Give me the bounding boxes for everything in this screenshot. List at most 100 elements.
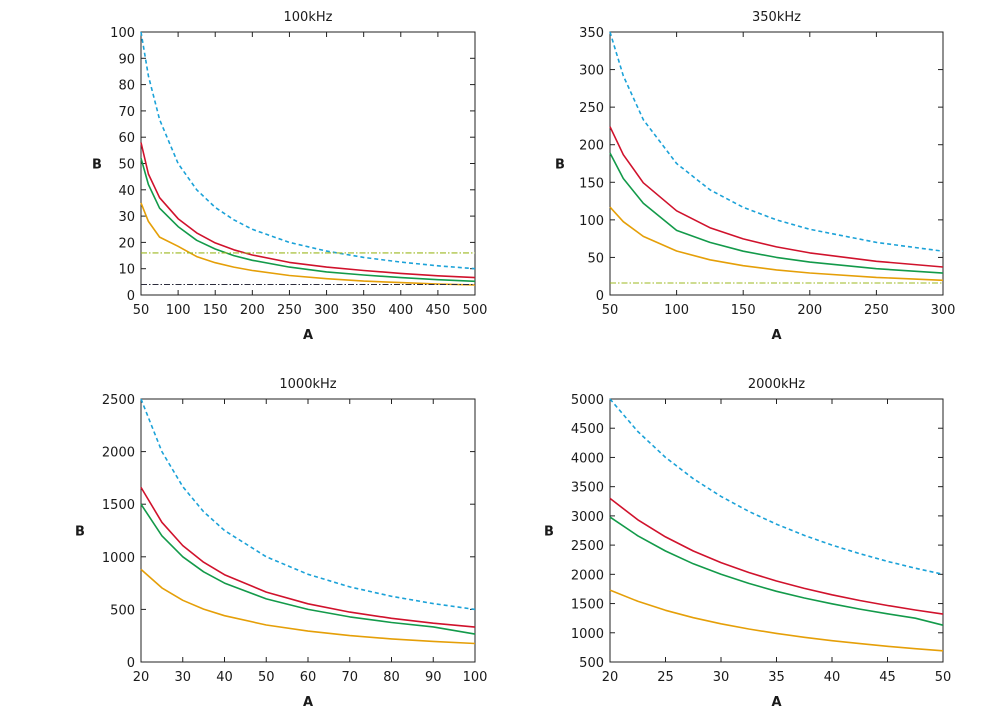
series-line	[609, 516, 944, 626]
plot-frame	[609, 398, 944, 663]
y-tick-label: 2000	[102, 446, 135, 461]
x-tick-label: 400	[388, 303, 413, 318]
y-tick-label: 0	[127, 289, 135, 304]
y-tick-label: 1000	[571, 627, 604, 642]
y-tick-label: 30	[118, 210, 135, 225]
y-tick-label: 2000	[571, 568, 604, 583]
y-tick-label: 80	[118, 79, 135, 94]
y-tick-label: 90	[118, 52, 135, 67]
series-line	[140, 142, 476, 279]
x-tick-label: 40	[824, 670, 841, 685]
series-line	[140, 31, 476, 270]
y-tick-label: 0	[596, 289, 604, 304]
x-tick-label: 350	[351, 303, 376, 318]
series-line	[140, 486, 476, 628]
x-tick-label: 30	[174, 670, 191, 685]
y-axis-label: B	[75, 525, 85, 540]
x-tick-label: 150	[203, 303, 228, 318]
chart-panel: 50 100 150 200 250 300 350 400 450 500 0 10 20 30 40 50…	[92, 10, 487, 343]
y-tick-label: 20	[118, 236, 135, 251]
y-axis-label: B	[555, 158, 565, 173]
x-tick-label: 450	[425, 303, 450, 318]
x-axis-label: A	[303, 328, 313, 343]
y-tick-label: 500	[579, 656, 604, 671]
series-line	[140, 503, 476, 635]
y-tick-label: 1500	[571, 598, 604, 613]
chart-panel: 20 25 30 35 40 45 50 500 1000 1500 2000 2500 3000 350…	[544, 377, 951, 710]
y-tick-label: 5000	[571, 393, 604, 408]
series-line	[140, 568, 476, 645]
x-tick-label: 250	[864, 303, 889, 318]
y-axis-label: B	[544, 525, 554, 540]
x-tick-label: 20	[133, 670, 150, 685]
x-axis-label: A	[303, 695, 313, 710]
x-tick-label: 150	[731, 303, 756, 318]
plot-frame	[140, 31, 476, 296]
y-tick-label: 1000	[102, 551, 135, 566]
series-line	[609, 398, 944, 576]
series-line	[140, 157, 476, 283]
y-tick-label: 500	[110, 603, 135, 618]
plot-frame	[609, 31, 944, 296]
y-tick-label: 250	[579, 101, 604, 116]
x-tick-label: 45	[879, 670, 896, 685]
y-tick-label: 2500	[571, 539, 604, 554]
y-axis-label: B	[92, 158, 102, 173]
x-tick-label: 50	[935, 670, 952, 685]
x-tick-label: 30	[713, 670, 730, 685]
x-tick-label: 90	[425, 670, 442, 685]
x-axis-label: A	[771, 328, 781, 343]
y-tick-label: 4500	[571, 422, 604, 437]
chart-title: 1000kHz	[279, 377, 336, 392]
x-tick-label: 35	[768, 670, 785, 685]
chart-panel: 20 30 40 50 60 70 80 90 100050010001500200025001…	[75, 377, 487, 710]
x-tick-label: 80	[383, 670, 400, 685]
y-tick-label: 2500	[102, 393, 135, 408]
series-line	[609, 589, 944, 652]
chart-title: 2000kHz	[748, 377, 805, 392]
y-tick-label: 10	[118, 263, 135, 278]
x-tick-label: 70	[341, 670, 358, 685]
y-tick-label: 70	[118, 105, 135, 120]
x-tick-label: 250	[277, 303, 302, 318]
series-line	[609, 31, 944, 252]
x-tick-label: 300	[314, 303, 339, 318]
y-tick-label: 60	[118, 131, 135, 146]
y-tick-label: 100	[110, 26, 135, 41]
y-tick-label: 0	[127, 656, 135, 671]
x-tick-label: 100	[166, 303, 191, 318]
y-tick-label: 200	[579, 139, 604, 154]
y-tick-label: 3000	[571, 510, 604, 525]
series-line	[609, 497, 944, 615]
chart-panel: 50 100 150 200 250 30005010015020025030035035…	[555, 10, 955, 343]
series-line	[609, 206, 944, 282]
chart-title: 100kHz	[284, 10, 333, 25]
y-tick-label: 150	[579, 176, 604, 191]
y-tick-label: 300	[579, 64, 604, 79]
y-tick-label: 4000	[571, 451, 604, 466]
y-tick-label: 100	[579, 214, 604, 229]
x-tick-label: 40	[216, 670, 233, 685]
series-line	[609, 126, 944, 268]
x-tick-label: 25	[657, 670, 674, 685]
x-axis-label: A	[771, 695, 781, 710]
series-line	[140, 398, 476, 611]
y-tick-label: 350	[579, 26, 604, 41]
x-tick-label: 300	[931, 303, 956, 318]
y-tick-label: 1500	[102, 498, 135, 513]
x-tick-label: 100	[463, 670, 488, 685]
y-tick-label: 3500	[571, 481, 604, 496]
series-line	[140, 202, 476, 286]
x-tick-label: 50	[133, 303, 150, 318]
x-tick-label: 200	[797, 303, 822, 318]
x-tick-label: 50	[258, 670, 275, 685]
x-tick-label: 500	[463, 303, 488, 318]
y-tick-label: 50	[587, 251, 604, 266]
x-tick-label: 100	[664, 303, 689, 318]
chart-title: 350kHz	[752, 10, 801, 25]
x-tick-label: 200	[240, 303, 265, 318]
x-tick-label: 60	[300, 670, 317, 685]
y-tick-label: 40	[118, 184, 135, 199]
series-line	[609, 152, 944, 274]
